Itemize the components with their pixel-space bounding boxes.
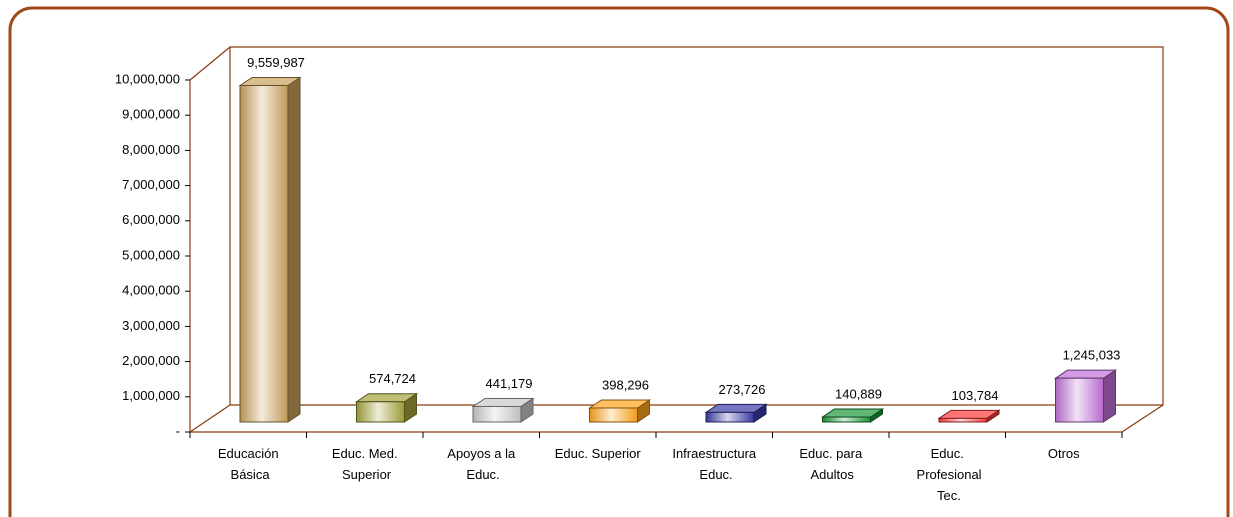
value-label: 9,559,987: [247, 55, 305, 70]
value-label: 273,726: [719, 382, 766, 397]
x-tick-label: Educ. Med. Superior: [332, 446, 398, 482]
label-line: Educ. para: [799, 446, 863, 461]
bar-front: [938, 417, 988, 423]
y-tick-label: 7,000,000: [122, 177, 180, 192]
y-tick-label: 4,000,000: [122, 283, 180, 298]
bar-front: [705, 411, 755, 423]
value-label: 441,179: [486, 376, 533, 391]
y-tick-label: 8,000,000: [122, 142, 180, 157]
value-label: 140,889: [835, 386, 882, 401]
bar-side: [1103, 369, 1116, 423]
x-tick-label: Educ. para Adultos: [799, 446, 863, 482]
bar: [937, 409, 1001, 423]
bar: [471, 397, 535, 423]
label-line: Superior: [338, 467, 391, 482]
label-line: Educ.: [696, 467, 733, 482]
label-line: Educ.: [931, 446, 964, 461]
y-tick-label: 10,000,000: [115, 71, 180, 86]
frame: [8, 6, 1230, 517]
bar-front: [472, 405, 522, 423]
x-tick-label: Infraestructura Educ.: [672, 446, 757, 482]
label-line: Adultos: [808, 467, 855, 482]
label-line: Profesional: [913, 467, 982, 482]
y-tick-label: 6,000,000: [122, 212, 180, 227]
back-wall: [189, 46, 1164, 433]
x-tick-label: Educación Básica: [218, 446, 279, 482]
bar: [1053, 369, 1118, 423]
bar-front: [356, 401, 405, 423]
label-line: Educ.: [463, 467, 500, 482]
x-tick-label: Educ. Profesional Tec.: [913, 446, 982, 503]
y-tick-label: 5,000,000: [122, 247, 180, 262]
y-tick-label: 2,000,000: [122, 353, 180, 368]
bar-front: [239, 84, 289, 423]
y-tick-label: 9,000,000: [122, 107, 180, 122]
bar-front: [1055, 377, 1104, 423]
bar-side: [287, 76, 301, 423]
bar: [704, 403, 768, 423]
bar: [238, 76, 302, 423]
label-line: Educ. Med.: [332, 446, 398, 461]
label-line: Otros: [1048, 446, 1080, 461]
label-line: Educ. Superior: [555, 446, 642, 461]
y-tick-label: 1,000,000: [122, 388, 180, 403]
value-label: 574,724: [369, 371, 416, 386]
x-tick-label: Otros: [1048, 446, 1080, 461]
bar: [354, 392, 419, 423]
value-label: 1,245,033: [1063, 348, 1121, 363]
label-line: Apoyos a la: [447, 446, 516, 461]
value-label: 103,784: [952, 388, 999, 403]
bar-front: [589, 407, 638, 423]
label-line: Educación: [218, 446, 279, 461]
bar-front: [822, 416, 871, 423]
x-tick-label: Educ. Superior: [555, 446, 642, 461]
bar: [820, 408, 885, 423]
label-line: Infraestructura: [672, 446, 757, 461]
x-tick-label: Apoyos a la Educ.: [447, 446, 516, 482]
y-tick-label: 3,000,000: [122, 318, 180, 333]
label-line: Tec.: [934, 488, 961, 503]
bar: [587, 399, 652, 423]
value-label: 398,296: [602, 377, 649, 392]
y-tick-label: -: [176, 423, 180, 438]
label-line: Básica: [227, 467, 270, 482]
